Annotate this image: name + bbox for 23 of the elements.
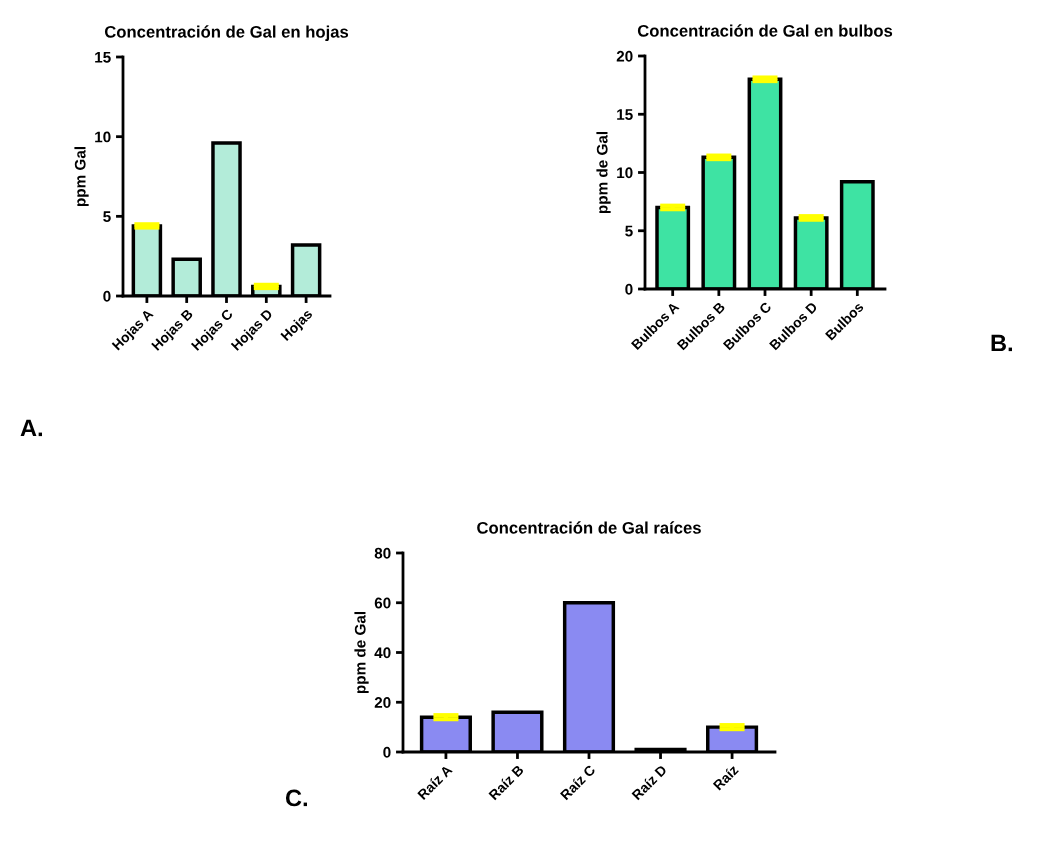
y-tick-label: 0: [103, 290, 111, 302]
y-tick-label: 20: [616, 50, 633, 62]
y-tick-label: 0: [383, 746, 391, 758]
y-tick-label: 5: [625, 225, 633, 237]
text: A.: [20, 419, 42, 437]
chart-title: Concentración de Gal raíces: [477, 521, 701, 534]
text: B.: [991, 334, 1012, 352]
y-tick-label: 5: [103, 211, 111, 223]
y-tick-label: 0: [625, 283, 633, 295]
y-tick-label: 10: [95, 131, 111, 143]
y-tick-label: 80: [374, 547, 391, 559]
chart-title: Concentración de Gal en bulbos: [637, 24, 893, 37]
y-tick-label: 10: [617, 167, 633, 179]
text: C.: [285, 789, 307, 807]
y-tick-label: 15: [95, 52, 111, 63]
y-tick-label: 40: [374, 647, 391, 659]
y-axis-title: ppm de Gal: [354, 611, 369, 694]
y-axis-title: ppm de Gal: [596, 131, 611, 214]
y-axis-title: ppm Gal: [74, 147, 89, 207]
y-tick-label: 15: [617, 109, 633, 120]
y-tick-label: 20: [374, 697, 391, 708]
chart-title: Concentración de Gal en hojas: [104, 25, 349, 42]
y-tick-label: 60: [374, 597, 391, 609]
